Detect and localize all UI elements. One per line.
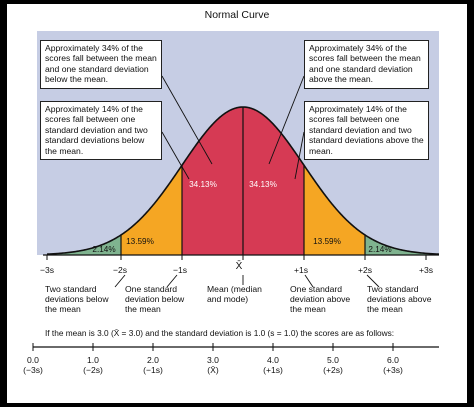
region-tail-right [365,234,439,255]
axis-note-pointer-0 [114,274,126,288]
callout-right-34: Approximately 34% of the scores fall bet… [304,40,429,89]
axis-note-pointer-1 [166,274,178,288]
scale-value-1: 1.0 [87,355,99,365]
scale-value-4: 4.0 [267,355,279,365]
scale-sd-3: (X̄) [207,365,219,375]
callout-leader-0 [161,75,213,165]
axis-note-pointer-3 [304,274,314,288]
callout-left-14: Approximately 14% of the scores fall bet… [40,101,162,160]
region-tail-left [47,234,121,255]
scale-sd-6: (+3s) [383,365,403,375]
axis-tick-label-minus3: −3s [39,265,55,275]
figure-title: Normal Curve [204,9,270,21]
scale-sd-0: (−3s) [23,365,43,375]
axis-note-minus1: One standard deviation below the mean [125,284,185,314]
region-label-center-right: 34.13% [249,180,277,189]
scale-value-5: 5.0 [327,355,339,365]
example-text: If the mean is 3.0 (X̄ = 3.0) and the st… [45,328,395,338]
scale-sd-5: (+2s) [323,365,343,375]
scale-sd-2: (−1s) [143,365,163,375]
axis-tick-label-plus3: +3s [418,265,434,275]
callout-leader-3 [294,131,305,180]
region-label-mid-left: 13.59% [126,237,154,246]
region-label-tail-right: 2.14% [368,245,392,254]
callout-right-14: Approximately 14% of the scores fall bet… [304,101,429,160]
axis-note-mean: Mean (median and mode) [207,284,262,304]
axis-tick-label-minus1: −1s [172,265,188,275]
axis-tick-label-mean: X̄ [235,261,243,272]
axis-note-plus1: One standard deviation above the mean [290,284,351,314]
callout-leader-2 [161,131,190,180]
scale-value-6: 6.0 [387,355,399,365]
scale-sd-4: (+1s) [263,365,283,375]
axis-tick-label-plus1: +1s [293,265,309,275]
callout-leader-1 [268,75,305,165]
scale-value-0: 0.0 [27,355,39,365]
scale-value-2: 2.0 [147,355,159,365]
axis-note-plus2: Two standard deviations above the mean [367,284,432,314]
region-label-mid-right: 13.59% [313,237,341,246]
region-label-tail-left: 2.14% [92,245,116,254]
callout-left-34: Approximately 34% of the scores fall bet… [40,40,162,89]
region-label-center-left: 34.13% [189,180,217,189]
scale-sd-1: (−2s) [83,365,103,375]
bell-curve-outline [46,106,440,255]
axis-tick-label-minus2: −2s [112,265,128,275]
axis-tick-label-plus2: +2s [357,265,373,275]
axis-note-minus2: Two standard deviations below the mean [45,284,109,314]
figure-frame: Normal Curve Approximately 34% of the sc… [7,4,467,403]
scale-value-3: 3.0 [207,355,219,365]
axis-note-pointer-4 [366,274,380,288]
